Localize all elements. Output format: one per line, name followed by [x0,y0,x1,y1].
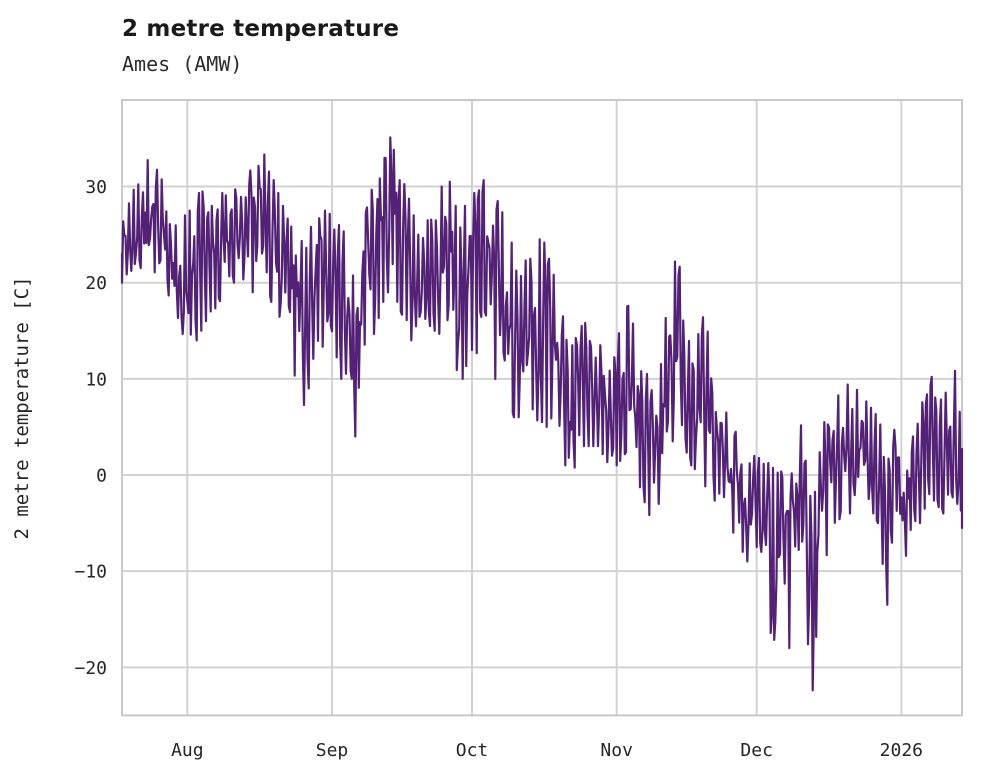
y-axis-tick-labels: 30 20 10 0 −10 −20 [74,177,107,679]
y-axis-label: 2 metre temperature [C] [11,276,33,539]
chart-subtitle: Ames (AMW) [122,52,243,76]
plot-border [121,99,963,717]
gridlines [122,100,962,716]
x-tick-label: Aug [171,740,204,761]
y-tick-label: 30 [85,177,107,198]
chart-title: 2 metre temperature [122,16,400,42]
x-tick-label: Nov [600,740,633,761]
x-tick-label: Oct [456,740,489,761]
y-tick-label: −20 [74,658,107,679]
x-axis-tick-labels: Aug Sep Oct Nov Dec 2026 [171,740,923,761]
x-tick-label: Sep [316,740,349,761]
x-tick-label: Dec [740,740,773,761]
temperature-series-line [120,136,964,692]
x-tick-label: 2026 [880,740,923,761]
y-tick-label: 0 [96,466,107,487]
y-tick-label: 10 [85,369,107,390]
y-tick-label: −10 [74,562,107,583]
y-tick-label: 20 [85,273,107,294]
